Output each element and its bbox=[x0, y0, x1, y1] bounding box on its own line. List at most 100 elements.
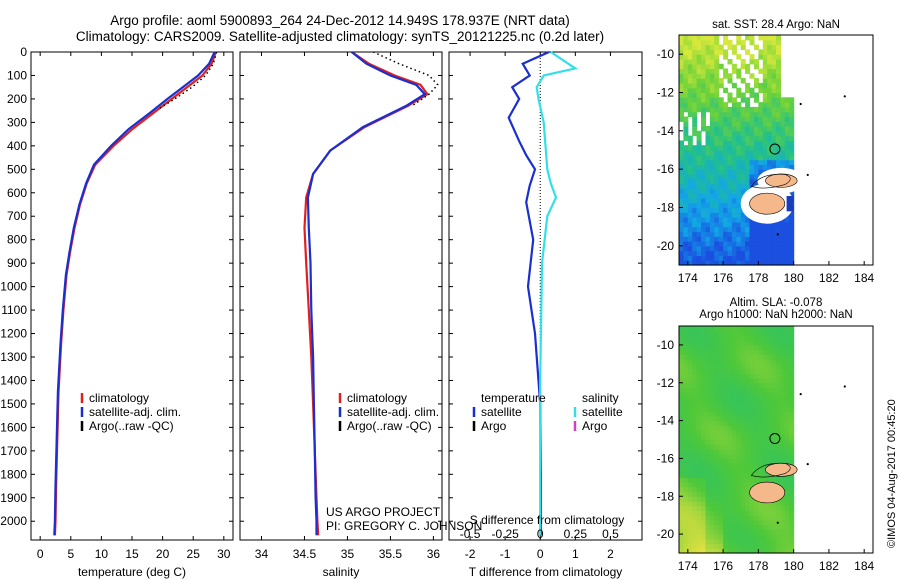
diff-legend-temp-label-1: Argo bbox=[481, 419, 507, 433]
depth-tick-label-14: 1400 bbox=[0, 373, 27, 387]
diff-s-tick-label-4: 0.5 bbox=[602, 527, 619, 541]
map-sla-xtick-label-3: 180 bbox=[784, 559, 804, 573]
depth-tick-label-8: 800 bbox=[7, 233, 27, 247]
map-sla-ytick-label-1: -12 bbox=[657, 376, 675, 390]
temperature-legend-label-0: climatology bbox=[89, 391, 149, 405]
salinity-series-2 bbox=[372, 51, 439, 107]
map-sst-island-0 bbox=[749, 192, 786, 215]
diff-legend-temp-label-0: satellite bbox=[481, 405, 522, 419]
map-sla-ytick-label-4: -18 bbox=[657, 489, 675, 503]
project-line-1: US ARGO PROJECT bbox=[326, 505, 441, 519]
title-line-1: Argo profile: aoml 5900893_264 24-Dec-20… bbox=[110, 13, 570, 28]
map-sla-frame bbox=[678, 325, 874, 554]
salinity-legend-label-2: Argo(..raw -QC) bbox=[347, 419, 432, 433]
difference-xtick-label-1: -1 bbox=[500, 547, 511, 561]
depth-tick-label-2: 200 bbox=[7, 92, 27, 106]
depth-tick-label-4: 400 bbox=[7, 139, 27, 153]
map-sst-xtick-label-0: 174 bbox=[678, 271, 698, 285]
map-sst-ytick-label-1: -12 bbox=[657, 86, 675, 100]
map-sst-xtick-label-4: 182 bbox=[819, 271, 839, 285]
temperature-xtick-label-2: 10 bbox=[95, 547, 109, 561]
diff-legend-sal-label-1: Argo bbox=[582, 419, 608, 433]
map-sla-ytick-label-2: -14 bbox=[657, 414, 675, 428]
temperature-xtick-label-0: 0 bbox=[37, 547, 44, 561]
map-sla-island-dot-2 bbox=[806, 462, 809, 466]
diff-s-tick-label-0: -0.5 bbox=[460, 527, 481, 541]
map-sst-xtick-label-3: 180 bbox=[784, 271, 804, 285]
map-sla-xtick-label-1: 176 bbox=[713, 559, 733, 573]
map-sla-xtick-label-2: 178 bbox=[748, 559, 768, 573]
depth-tick-label-11: 1100 bbox=[1, 303, 27, 317]
map-sla-depth-contour bbox=[750, 462, 791, 478]
map-sst-float-marker bbox=[769, 143, 781, 155]
salinity-xlabel: salinity bbox=[323, 565, 360, 579]
map-sla-ytick-label-0: -10 bbox=[657, 338, 675, 352]
temperature-xtick-label-1: 5 bbox=[67, 547, 74, 561]
depth-tick-label-6: 600 bbox=[7, 186, 27, 200]
difference-plot-frame bbox=[448, 51, 643, 541]
map-sla-field bbox=[679, 326, 795, 554]
temperature-xtick-label-6: 30 bbox=[217, 547, 231, 561]
depth-tick-label-20: 2000 bbox=[0, 514, 27, 528]
map-sla-island-dot-3 bbox=[776, 521, 779, 524]
map-sla-xtick-label-4: 182 bbox=[819, 559, 839, 573]
depth-tick-label-10: 1000 bbox=[0, 280, 27, 294]
map-sst-xtick-label-1: 176 bbox=[713, 271, 733, 285]
salinity-xtick-label-0: 34 bbox=[255, 547, 269, 561]
temperature-xtick-label-4: 20 bbox=[156, 547, 170, 561]
map-sla-island-0 bbox=[749, 481, 786, 504]
map-sst-ytick-label-5: -20 bbox=[657, 239, 675, 253]
map-sst-ytick-label-2: -14 bbox=[657, 124, 675, 138]
sst-dark-patch bbox=[786, 196, 794, 212]
map-sst-depth-contour bbox=[750, 173, 791, 189]
temperature-xtick-label-5: 25 bbox=[187, 547, 201, 561]
map-sla-xtick-label-0: 174 bbox=[678, 559, 698, 573]
salinity-xtick-label-2: 35 bbox=[341, 547, 355, 561]
map-sst-ytick-label-0: -10 bbox=[657, 47, 675, 61]
map-sst-xtick-label-5: 184 bbox=[854, 271, 874, 285]
temperature-xtick-label-3: 15 bbox=[125, 547, 139, 561]
map-sla-island-dot-0 bbox=[843, 385, 846, 388]
difference-xlabel: T difference from climatology bbox=[469, 565, 623, 579]
depth-tick-label-0: 0 bbox=[20, 45, 27, 59]
map-sla-xtick-label-5: 184 bbox=[854, 559, 874, 573]
diff-legend-sal-label-0: satellite bbox=[582, 405, 623, 419]
depth-tick-label-15: 1500 bbox=[0, 397, 27, 411]
difference-series-1 bbox=[535, 51, 579, 536]
map-sst-frame bbox=[678, 34, 874, 266]
map-sst-island-dot-1 bbox=[799, 102, 802, 106]
map-sst-island-dot-0 bbox=[843, 95, 846, 98]
salinity-legend-label-0: climatology bbox=[347, 391, 407, 405]
difference-xtick-label-0: -2 bbox=[465, 547, 476, 561]
difference-xtick-label-2: 0 bbox=[537, 547, 544, 561]
temperature-legend-label-1: satellite-adj. clim. bbox=[89, 405, 181, 419]
map-sst-title: sat. SST: 28.4 Argo: NaN bbox=[712, 19, 840, 31]
temperature-series-1 bbox=[53, 51, 216, 536]
diff-legend-temperature-header: temperature bbox=[481, 391, 546, 405]
map-sst-ytick-label-4: -18 bbox=[657, 201, 675, 215]
depth-tick-label-17: 1700 bbox=[0, 444, 27, 458]
map-sla-ytick-label-5: -20 bbox=[657, 527, 675, 541]
project-line-2: PI: GREGORY C. JOHNSON bbox=[326, 519, 482, 533]
difference-xtick-label-3: 1 bbox=[572, 547, 579, 561]
title-line-2: Climatology: CARS2009. Satellite-adjuste… bbox=[75, 29, 605, 44]
depth-tick-label-7: 700 bbox=[7, 209, 27, 223]
difference-xtick-label-4: 2 bbox=[607, 547, 614, 561]
salinity-xtick-label-1: 34.5 bbox=[293, 547, 317, 561]
temperature-xlabel: temperature (deg C) bbox=[78, 565, 186, 579]
map-sst-field bbox=[679, 35, 795, 266]
salinity-series-1 bbox=[306, 51, 427, 536]
diff-s-tick-label-2: 0 bbox=[537, 527, 544, 541]
depth-tick-label-5: 500 bbox=[7, 162, 27, 176]
map-sst-island-dot-2 bbox=[806, 173, 809, 177]
diff-s-xlabel: S difference from climatology bbox=[470, 513, 625, 527]
map-sst-island-dot-3 bbox=[776, 233, 779, 236]
difference-series-0 bbox=[507, 50, 550, 536]
map-sla-float-marker bbox=[769, 433, 781, 445]
map-sst-xtick-label-2: 178 bbox=[748, 271, 768, 285]
temperature-series-2 bbox=[159, 51, 218, 109]
depth-tick-label-16: 1600 bbox=[0, 420, 27, 434]
depth-tick-label-9: 900 bbox=[7, 256, 27, 270]
depth-tick-label-18: 1800 bbox=[0, 467, 27, 481]
